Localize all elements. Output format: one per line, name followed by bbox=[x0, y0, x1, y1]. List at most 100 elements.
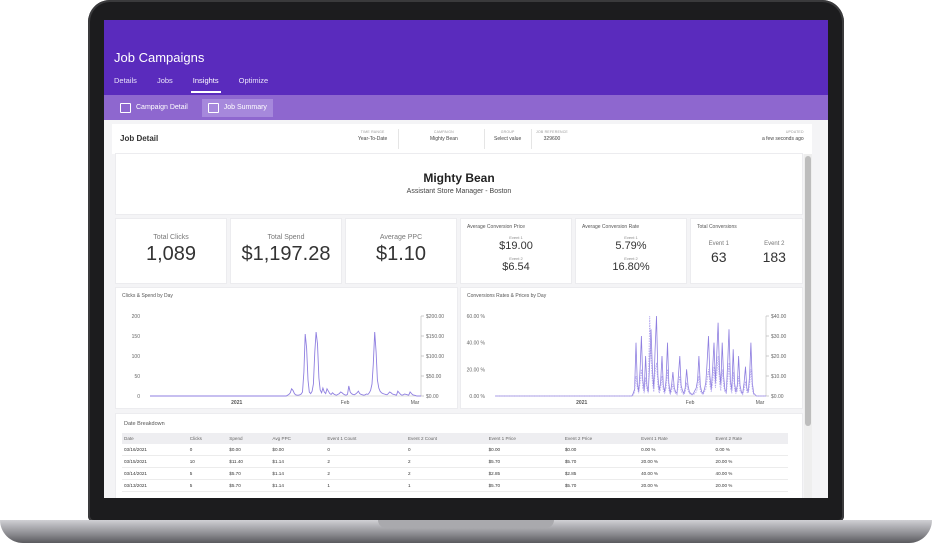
avg-ppc-card: Average PPC $1.10 bbox=[346, 219, 456, 283]
y2-tick-label: $30.00 bbox=[771, 334, 787, 340]
table-cell: 0 bbox=[187, 444, 228, 456]
table-cell: 2 bbox=[325, 455, 406, 468]
subnav-job-summary[interactable]: Job Summary bbox=[201, 98, 273, 117]
column-header[interactable]: Avg PPC bbox=[270, 433, 326, 444]
table-cell: $5.70 bbox=[562, 479, 640, 492]
date-breakdown-card: Date Breakdown Date Clicks Spend Avg PPC Eve… bbox=[116, 414, 802, 498]
y-tick-label: 200 bbox=[132, 314, 141, 320]
column-header[interactable]: Event 1 Count bbox=[325, 433, 406, 444]
total-conversions-e1: Event 1 63 bbox=[691, 241, 747, 265]
nav-tabs: Details Jobs Insights Optimize bbox=[114, 76, 268, 93]
avg-conversion-rate-label: Average Conversion Rate bbox=[582, 224, 640, 230]
table-cell: 0 bbox=[325, 444, 406, 456]
clicks-spend-chart-card: Clicks & Spend by Day 200 150 100 50 0 $200.0… bbox=[116, 288, 457, 408]
x-tick-label: Feb bbox=[686, 400, 695, 406]
total-clicks-card: Total Clicks 1,089 bbox=[116, 219, 226, 283]
table-cell: $0.00 bbox=[227, 444, 271, 456]
summary-icon bbox=[207, 102, 219, 113]
total-conversions-label: Total Conversions bbox=[697, 224, 737, 230]
table-cell: $0.00 bbox=[562, 444, 640, 456]
total-conversions-e2-value: 183 bbox=[762, 249, 786, 265]
tab-details[interactable]: Details bbox=[114, 76, 137, 85]
table-body: 03/16/2021 0 $0.00 $0.00 0 0 $0.00 $0.00 0.00 % 0… bbox=[122, 444, 788, 492]
table-cell: 5 bbox=[187, 467, 228, 480]
time-range-label: TIME RANGE bbox=[360, 130, 385, 134]
total-conversions-e2-label: Event 2 bbox=[764, 241, 785, 247]
table-cell: 20.00 % bbox=[639, 479, 714, 492]
table-cell: 20.00 % bbox=[639, 455, 714, 468]
y2-tick-label: $20.00 bbox=[771, 354, 787, 360]
column-header[interactable]: Event 2 Count bbox=[405, 433, 487, 444]
app-screen: Job Campaigns Details Jobs Insights Opti… bbox=[104, 20, 828, 498]
table-cell: $1.14 bbox=[270, 479, 326, 492]
tab-jobs[interactable]: Jobs bbox=[156, 76, 173, 85]
table-row: 03/13/2021 5 $5.70 $1.14 1 1 $5.70 $5.70 20.00 %… bbox=[122, 479, 788, 492]
total-clicks-value: 1,089 bbox=[145, 243, 197, 265]
table-cell: 2 bbox=[325, 467, 406, 480]
table-cell: $5.70 bbox=[227, 467, 271, 480]
scrollbar-thumb[interactable] bbox=[805, 156, 811, 426]
tab-insights[interactable]: Insights bbox=[190, 76, 221, 93]
updated-info: UPDATED a few seconds ago bbox=[762, 130, 804, 142]
table-cell: 03/14/2021 bbox=[122, 467, 188, 480]
total-conversions-e2: Event 2 183 bbox=[747, 241, 803, 265]
table-cell: 40.00 % bbox=[713, 467, 788, 480]
column-header[interactable]: Event 2 Rate bbox=[713, 433, 788, 444]
conversions-chart: 60.00 % 40.00 % 20.00 % 0.00 % $40.00 $30.00 $… bbox=[467, 314, 787, 406]
job-reference-filter[interactable]: JOB REFERENCE 329600 bbox=[536, 130, 568, 142]
column-header[interactable]: Clicks bbox=[187, 433, 228, 444]
column-header[interactable]: Date bbox=[122, 433, 188, 444]
total-spend-value: $1,197.28 bbox=[241, 243, 331, 265]
x-tick-label: 2021 bbox=[231, 400, 242, 406]
avg-conversion-rate-e2-value: 16.80% bbox=[612, 261, 650, 273]
y-tick-label: 0 bbox=[137, 394, 140, 400]
table-cell: 2 bbox=[405, 467, 487, 480]
y2-tick-label: $10.00 bbox=[771, 374, 787, 380]
column-header[interactable]: Event 1 Rate bbox=[639, 433, 714, 444]
app-header: Job Campaigns Details Jobs Insights Opti… bbox=[104, 20, 828, 95]
y-tick-label: 100 bbox=[132, 354, 141, 360]
x-tick-label: Mar bbox=[756, 400, 765, 406]
y2-tick-label: $100.00 bbox=[426, 354, 444, 360]
y-tick-label: 150 bbox=[132, 334, 141, 340]
avg-conversion-rate-card: Average Conversion Rate Event 1 5.79% Ev… bbox=[576, 219, 686, 283]
y-tick-label: 40.00 % bbox=[467, 341, 486, 347]
column-header[interactable]: Event 2 Price bbox=[562, 433, 640, 444]
clicks-spend-chart: 200 150 100 50 0 $200.00 $150.00 $100.00 $50.00 $… bbox=[132, 314, 445, 406]
campaign-value: Mighty Bean bbox=[430, 136, 458, 142]
date-breakdown-table: Date Clicks Spend Avg PPC Event 1 Count Event… bbox=[122, 433, 788, 492]
table-cell: 0 bbox=[405, 444, 487, 456]
avg-conversion-price-card: Average Conversion Price Event 1 $19.00 … bbox=[461, 219, 571, 283]
table-cell: $11.40 bbox=[227, 455, 271, 468]
table-header-row: Date Clicks Spend Avg PPC Event 1 Count Event… bbox=[122, 433, 788, 444]
divider bbox=[531, 129, 532, 149]
y-tick-label: 20.00 % bbox=[467, 367, 486, 373]
time-range-filter[interactable]: TIME RANGE Year-To-Date bbox=[358, 130, 387, 142]
avg-ppc-label: Average PPC bbox=[379, 234, 423, 241]
subnav-campaign-detail[interactable]: Campaign Detail bbox=[114, 99, 194, 117]
subnav-job-summary-label: Job Summary bbox=[223, 104, 267, 111]
avg-conversion-price-e2-value: $6.54 bbox=[502, 261, 530, 273]
job-detail-bar: Job Detail TIME RANGE Year-To-Date CAMPA… bbox=[112, 124, 812, 154]
job-header-card: Mighty Bean Assistant Store Manager - Bo… bbox=[116, 154, 802, 214]
table-row: 03/15/2021 10 $11.40 $1.14 2 2 $5.70 $5.70 20.00… bbox=[122, 455, 788, 468]
campaign-filter[interactable]: CAMPAIGN Mighty Bean bbox=[430, 130, 458, 142]
group-filter[interactable]: GROUP Select value bbox=[494, 130, 521, 142]
table-cell: 10 bbox=[187, 455, 228, 468]
table-cell: 1 bbox=[405, 479, 487, 492]
campaign-label: CAMPAIGN bbox=[433, 130, 454, 134]
y-tick-label: 50 bbox=[134, 374, 140, 380]
table-cell: 0.00 % bbox=[639, 444, 714, 456]
table-cell: 03/16/2021 bbox=[122, 444, 188, 456]
conversions-chart-card: Conversions Rates & Prices by Day 60.00 … bbox=[461, 288, 802, 408]
table-cell: 03/15/2021 bbox=[122, 455, 188, 468]
avg-conversion-rate-e1-value: 5.79% bbox=[615, 240, 647, 252]
tab-optimize[interactable]: Optimize bbox=[238, 76, 269, 85]
column-header[interactable]: Event 1 Price bbox=[486, 433, 563, 444]
table-cell: $0.00 bbox=[486, 444, 563, 456]
column-header[interactable]: Spend bbox=[227, 433, 271, 444]
laptop-notch bbox=[378, 520, 554, 528]
table-cell: $5.70 bbox=[486, 455, 563, 468]
job-reference-value: 329600 bbox=[543, 136, 561, 142]
avg-conversion-price-label: Average Conversion Price bbox=[467, 224, 525, 230]
